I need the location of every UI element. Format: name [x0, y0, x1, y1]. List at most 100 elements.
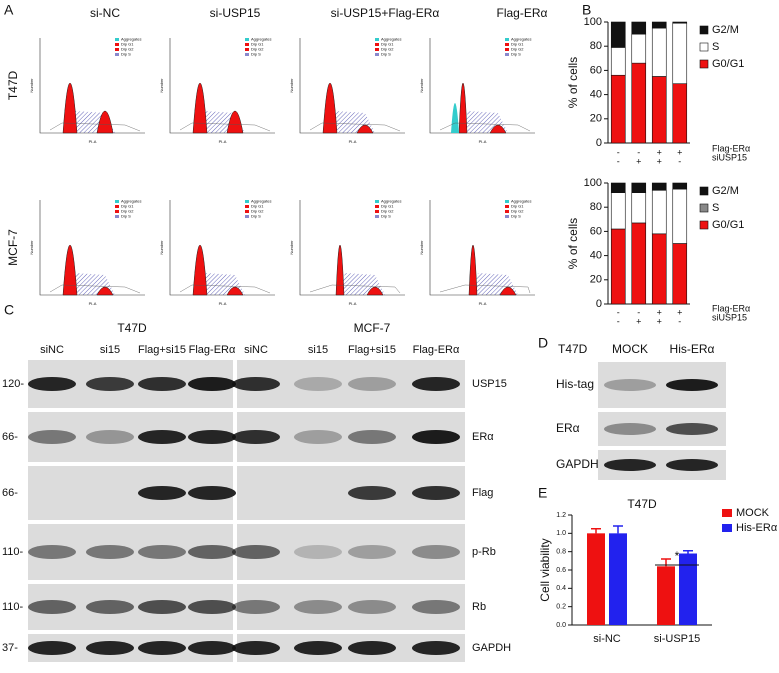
- g1-peak: [192, 244, 208, 296]
- outline: [439, 284, 531, 294]
- legend-label: Dip G1: [251, 42, 264, 47]
- band: [294, 600, 342, 614]
- band: [348, 545, 396, 559]
- y-axis-label: Cell viability: [538, 538, 552, 601]
- lane-label: Flag-ERα: [413, 344, 460, 356]
- band: [28, 377, 76, 391]
- legend-label: Dip G2: [381, 209, 394, 214]
- band: [188, 545, 236, 559]
- row-label: Rb: [472, 601, 486, 613]
- legend-swatch: [375, 205, 379, 208]
- legend-swatch: [115, 205, 119, 208]
- legend-swatch: [375, 53, 379, 56]
- legend-swatch: [115, 38, 119, 41]
- column-title: si-USP15: [210, 6, 261, 20]
- band: [294, 430, 342, 444]
- band: [86, 641, 134, 655]
- band: [232, 600, 280, 614]
- legend-label: Dip G1: [121, 204, 134, 209]
- cell-line: T47D: [558, 342, 588, 356]
- condition-name: siUSP15: [712, 312, 747, 322]
- x-tick-label: si-NC: [593, 633, 621, 645]
- lane-label: Flag-ERα: [189, 344, 236, 356]
- legend-swatch: [505, 210, 509, 213]
- y-tick-label: 0.8: [556, 549, 566, 556]
- band: [86, 545, 134, 559]
- g1-peak: [335, 244, 345, 296]
- axis-label: Number: [159, 78, 164, 93]
- legend-label: Dip S: [511, 214, 521, 219]
- legend-label: Dip G1: [511, 204, 524, 209]
- x-tick-label: si-USP15: [654, 633, 700, 645]
- legend-swatch: [375, 48, 379, 51]
- band: [28, 641, 76, 655]
- legend-label: Dip G1: [251, 204, 264, 209]
- y-tick-label: 0.0: [556, 622, 566, 629]
- bar: [609, 533, 627, 625]
- axis-label: PI-A: [219, 301, 227, 306]
- g2-peak: [226, 286, 244, 296]
- bar-segment: [672, 22, 688, 85]
- bar-segment: [610, 47, 626, 76]
- condition-symbol: -: [678, 316, 681, 326]
- axis-label: PI-A: [349, 139, 357, 144]
- condition-symbol: -: [678, 156, 681, 166]
- bar-segment: [631, 182, 647, 193]
- lane-label: siNC: [40, 344, 64, 356]
- lane-label: siNC: [244, 344, 268, 356]
- condition-symbol: +: [657, 156, 662, 166]
- band: [188, 377, 236, 391]
- row-label: Flag: [472, 487, 493, 499]
- legend-label: Dip S: [381, 214, 391, 219]
- y-tick-label: 40: [590, 250, 602, 262]
- condition-symbol: +: [657, 307, 662, 317]
- legend-swatch: [505, 43, 509, 46]
- chart-title: T47D: [627, 497, 657, 511]
- legend-swatch: [699, 186, 709, 196]
- row-label: His-tag: [556, 377, 594, 391]
- legend-swatch: [722, 524, 732, 532]
- legend-swatch: [699, 42, 709, 52]
- legend-label: S: [712, 41, 719, 53]
- legend-label: Dip G2: [121, 47, 134, 52]
- bar-segment: [651, 182, 667, 191]
- legend-label: Dip S: [381, 52, 391, 57]
- axis-label: PI-A: [349, 301, 357, 306]
- g2-peak: [356, 124, 374, 134]
- column-title: si-USP15+Flag-ERα: [331, 6, 440, 20]
- bar-segment: [631, 192, 647, 224]
- legend-swatch: [115, 210, 119, 213]
- band: [604, 459, 656, 471]
- band: [412, 430, 460, 444]
- condition-symbol: +: [657, 316, 662, 326]
- legend-swatch: [245, 43, 249, 46]
- band: [28, 545, 76, 559]
- y-tick-label: 100: [584, 177, 602, 189]
- panel-label: A: [4, 2, 14, 18]
- legend-swatch: [245, 53, 249, 56]
- legend-label: S: [712, 202, 719, 214]
- marker: 110-: [2, 546, 24, 558]
- band: [412, 641, 460, 655]
- y-tick-label: 60: [590, 225, 602, 237]
- lane-label: His-ERα: [670, 342, 715, 356]
- legend-swatch: [722, 509, 732, 517]
- legend-swatch: [115, 48, 119, 51]
- row-label: p-Rb: [472, 546, 496, 558]
- error-bar: [613, 525, 623, 534]
- legend-swatch: [245, 205, 249, 208]
- apoptosis: [451, 103, 459, 133]
- legend-swatch: [699, 59, 709, 69]
- band: [138, 600, 186, 614]
- condition-symbol: -: [637, 307, 640, 317]
- g2-peak: [96, 286, 114, 296]
- condition-symbol: -: [617, 147, 620, 157]
- bar-segment: [672, 21, 688, 24]
- bar-segment: [631, 21, 647, 35]
- marker: 120-: [2, 378, 24, 390]
- g1-peak: [458, 82, 468, 134]
- y-tick-label: 0.6: [556, 567, 566, 574]
- y-axis-label: % of cells: [566, 218, 580, 269]
- bar-segment: [651, 27, 667, 77]
